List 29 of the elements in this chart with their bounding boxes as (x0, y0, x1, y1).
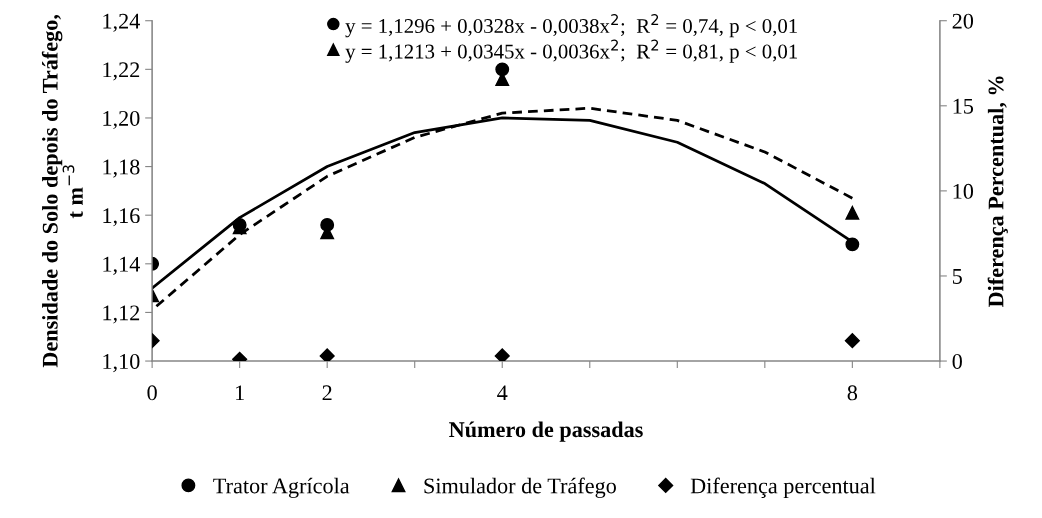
y-tick-label: 1,24 (103, 13, 140, 32)
x-tick-label: 4 (497, 385, 508, 401)
y2-tick-label: 10 (953, 183, 974, 199)
legend-label: Diferença percentual (690, 477, 876, 498)
y2-tick-label: 5 (952, 269, 962, 284)
y-tick-label: 1,22 (103, 62, 140, 81)
x-tick-label: 8 (847, 385, 858, 401)
y2-tick-label: 20 (952, 13, 974, 29)
x-tick-label: 0 (147, 385, 157, 401)
y2-tick-label: 15 (953, 98, 974, 114)
y-tick-label: 1,16 (103, 208, 140, 227)
x-tick-label: 2 (322, 385, 332, 401)
y-tick-label: 1,18 (103, 159, 140, 178)
y-tick-label: 1,14 (103, 256, 140, 275)
annotation: y = 1,1213 + 0,0345x - 0,0036x$^{2}$; R$^{2}$ = 0,81, p < 0,01 (345, 39, 797, 63)
point (845, 237, 860, 252)
x-axis-title: Número de passadas (449, 421, 643, 442)
y2-axis-title: Diferença Percentual, % (987, 76, 1008, 308)
y-tick-label: 1,10 (103, 353, 140, 373)
legend-label: Trator Agrícola (213, 477, 350, 498)
y-tick-label: 1,12 (103, 305, 140, 324)
y2-tick-label: 0 (952, 353, 962, 369)
y-axis-title: Densidade do Solo depois do Tráfego, t m$^{−3}$ (41, 14, 83, 368)
point (845, 205, 860, 220)
point (495, 62, 510, 77)
y-tick-label: 1,20 (103, 110, 140, 130)
annotation: y = 1,1296 + 0,0328x - 0,0038x$^{2}$; R$^{2}$ = 0,74, p < 0,01 (345, 14, 797, 38)
x-tick-label: 1 (236, 385, 244, 401)
legend-label: Simulador de Tráfego (424, 477, 616, 498)
